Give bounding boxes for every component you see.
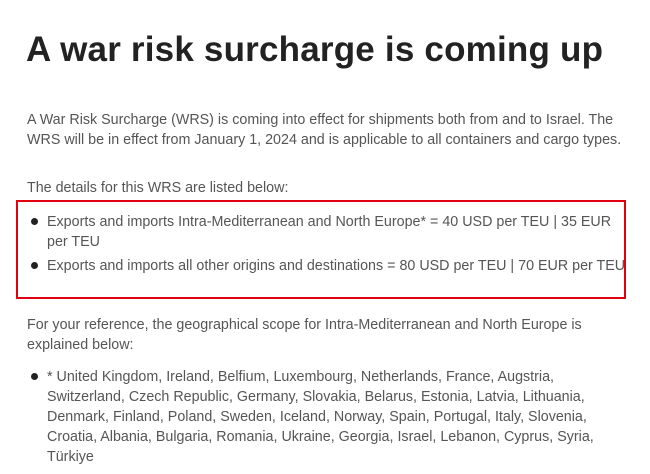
bullet-icon <box>31 218 38 225</box>
list-item: Exports and imports Intra-Mediterranean … <box>27 212 627 252</box>
details-text: Exports and imports Intra-Mediterranean … <box>47 214 612 250</box>
highlight-box <box>16 200 626 299</box>
list-item: * United Kingdom, Ireland, Belfium, Luxe… <box>27 367 627 467</box>
bullet-icon <box>31 373 38 380</box>
reference-paragraph: For your reference, the geographical sco… <box>27 317 582 353</box>
page-title: A war risk surcharge is coming up <box>26 30 604 69</box>
list-item: Exports and imports all other origins an… <box>27 256 627 276</box>
details-list: Exports and imports Intra-Mediterranean … <box>27 212 627 280</box>
details-heading: The details for this WRS are listed belo… <box>27 180 289 196</box>
bullet-icon <box>31 262 38 269</box>
scope-text: * United Kingdom, Ireland, Belfium, Luxe… <box>47 369 594 465</box>
details-text: Exports and imports all other origins an… <box>47 258 626 274</box>
scope-list: * United Kingdom, Ireland, Belfium, Luxe… <box>27 367 627 471</box>
intro-paragraph: A War Risk Surcharge (WRS) is coming int… <box>27 112 622 148</box>
